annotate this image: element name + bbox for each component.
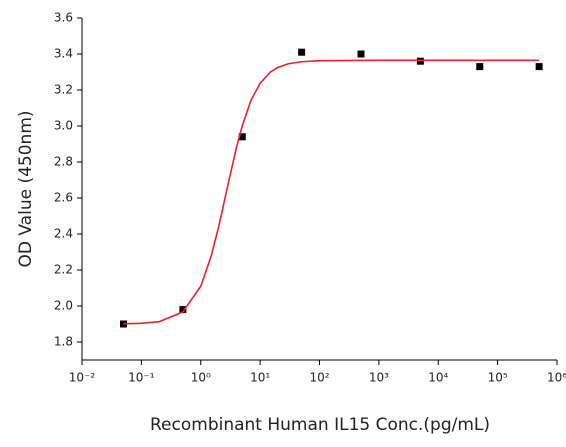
- x-tick-label: 10²: [309, 371, 329, 385]
- data-point: [179, 306, 187, 314]
- fit-curve: [123, 59, 540, 325]
- y-tick-label: 3.2: [54, 83, 73, 97]
- y-tick-label: 3.6: [54, 11, 73, 25]
- y-tick-label: 2.0: [54, 299, 73, 313]
- y-tick-label: 1.8: [54, 335, 73, 349]
- y-tick-label: 2.8: [54, 155, 73, 169]
- x-tick-label: 10⁻²: [69, 371, 96, 385]
- data-point: [238, 133, 246, 141]
- y-tick-label: 3.4: [54, 47, 73, 61]
- x-tick-label: 10¹: [250, 371, 270, 385]
- y-tick-label: 2.4: [54, 227, 73, 241]
- x-tick-label: 10⁴: [428, 371, 448, 385]
- data-point: [476, 63, 484, 71]
- data-point: [298, 48, 306, 56]
- data-point: [357, 50, 365, 58]
- x-axis-title: Recombinant Human IL15 Conc.(pg/mL): [150, 415, 490, 435]
- x-tick-label: 10⁵: [488, 371, 508, 385]
- y-tick-label: 3.0: [54, 119, 73, 133]
- y-axis-title: OD Value (450nm): [16, 110, 36, 267]
- x-tick-label: 10⁶: [547, 371, 566, 385]
- y-tick-label: 2.2: [54, 263, 73, 277]
- data-point: [416, 57, 424, 65]
- x-tick-label: 10⁻¹: [128, 371, 155, 385]
- x-tick-label: 10⁰: [191, 371, 211, 385]
- y-tick-label: 2.6: [54, 191, 73, 205]
- x-tick-label: 10³: [369, 371, 389, 385]
- data-point: [120, 320, 128, 328]
- data-point: [535, 63, 543, 71]
